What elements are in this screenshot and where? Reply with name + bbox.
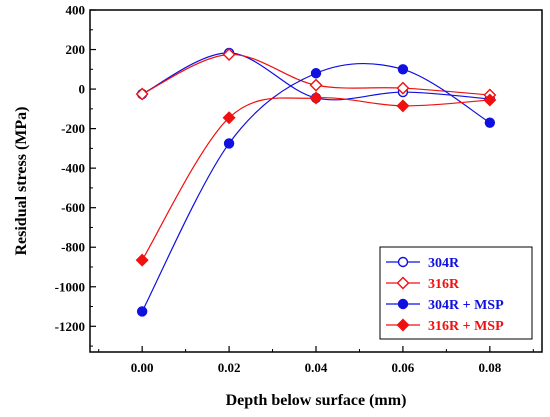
series-316r-msp	[135, 91, 497, 267]
x-tick-label: 0.02	[218, 360, 241, 375]
data-point-316r	[309, 78, 323, 92]
legend-item-304r-msp: 304R + MSP	[386, 298, 504, 313]
x-tick-label: 0.06	[392, 360, 415, 375]
legend-label: 316R + MSP	[428, 319, 504, 334]
data-point-304r-msp	[310, 68, 322, 79]
series-layer	[135, 47, 497, 317]
legend-item-316r-msp: 316R + MSP	[386, 318, 504, 334]
legend-marker	[397, 256, 409, 268]
y-tick-label: 200	[66, 42, 86, 57]
y-tick-label: -1200	[55, 319, 85, 334]
x-tick-label: 0.00	[131, 360, 154, 375]
series-line-304r-msp	[141, 62, 491, 312]
y-tick-label: -800	[61, 240, 85, 255]
legend: 304R 316R 304R + MSP 316R + MSP	[379, 246, 533, 340]
data-point-304r-msp	[136, 306, 148, 317]
legend-item-304r: 304R	[386, 256, 460, 271]
y-tick-label: 400	[66, 3, 86, 18]
y-tick-label: -400	[61, 161, 85, 176]
x-tick-label: 0.08	[478, 360, 501, 375]
data-point-304r-msp	[223, 138, 235, 149]
data-point-316r	[135, 87, 149, 101]
data-point-316r-msp	[222, 111, 236, 125]
legend-item-316r: 316R	[386, 276, 460, 292]
data-point-316r-msp	[309, 91, 323, 105]
x-axis-title: Depth below surface (mm)	[226, 392, 407, 409]
series-line-316r-msp	[141, 97, 490, 261]
y-tick-label: 0	[79, 82, 86, 97]
legend-label: 304R + MSP	[428, 298, 504, 313]
y-tick-label: -600	[61, 200, 85, 215]
x-tick-label: 0.04	[305, 360, 328, 375]
data-point-316r-msp	[396, 99, 410, 113]
series-304r-msp	[136, 62, 496, 317]
legend-marker	[396, 318, 410, 332]
y-tick-label: -1000	[55, 279, 85, 294]
legend-marker	[396, 276, 410, 290]
data-point-304r-msp	[484, 117, 496, 128]
series-316r	[135, 47, 497, 102]
y-axis: 400 200 0 -200 -400 -600 -800 -1000 -1200	[55, 3, 96, 347]
y-axis-title: Residual stress (MPa)	[13, 106, 30, 255]
legend-label: 304R	[428, 256, 460, 271]
data-point-304r-msp	[397, 64, 409, 75]
y-tick-label: -200	[61, 121, 85, 136]
data-point-316r	[396, 81, 410, 95]
x-axis: 0.00 0.02 0.04 0.06 0.08	[98, 346, 534, 375]
data-point-316r	[222, 47, 236, 61]
data-point-316r-msp	[483, 93, 497, 107]
data-point-316r-msp	[135, 253, 149, 267]
legend-label: 316R	[428, 277, 460, 292]
legend-marker	[397, 298, 409, 310]
